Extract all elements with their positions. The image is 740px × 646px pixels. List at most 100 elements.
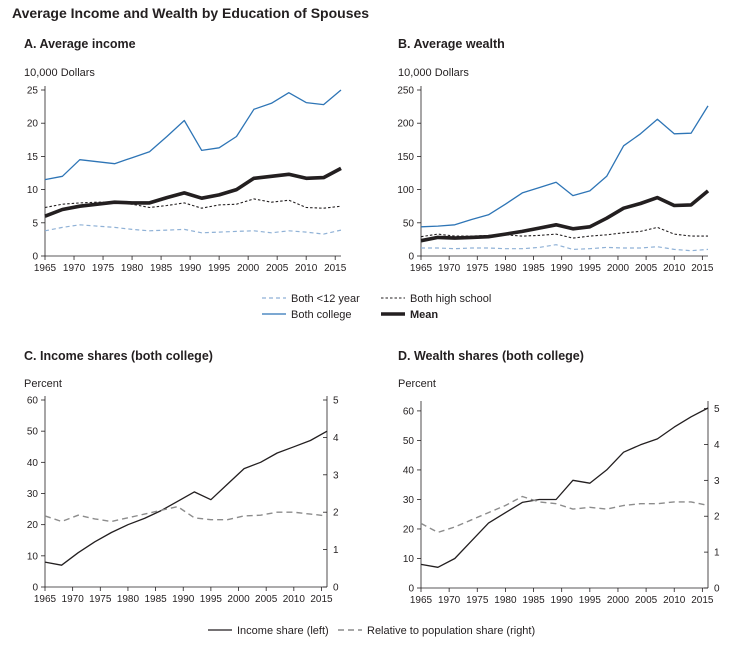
panel-d: D. Wealth shares (both college) Percent 0 1… [398, 349, 720, 606]
y-tick-label: 0 [32, 252, 38, 263]
x-tick-label: 2010 [663, 595, 686, 606]
figure-title: Average Income and Wealth by Education o… [12, 5, 369, 21]
panel-title: B. Average wealth [398, 37, 505, 51]
y-tick-label: 20 [27, 520, 39, 531]
panel-title: D. Wealth shares (both college) [398, 349, 584, 363]
y-tick-label: 150 [397, 152, 414, 163]
x-tick-label: 2005 [266, 263, 289, 274]
y-axis-label: Percent [24, 378, 62, 390]
series-line-share [44, 430, 328, 566]
y-right-tick-label: 0 [333, 583, 339, 594]
x-tick-label: 2005 [635, 263, 658, 274]
series-line-hs [44, 198, 342, 209]
panel-title: A. Average income [24, 37, 136, 51]
y-tick-label: 10 [27, 551, 39, 562]
x-tick-label: 1990 [551, 263, 574, 274]
y-tick-label: 30 [27, 489, 39, 500]
x-tick-label: 2015 [691, 263, 714, 274]
y-axis-label: 10,000 Dollars [398, 67, 469, 79]
x-tick-label: 2005 [255, 594, 278, 605]
y-right-tick-label: 4 [333, 433, 339, 444]
legend-label-relative: Relative to population share (right) [367, 625, 535, 637]
y-tick-label: 60 [27, 396, 39, 407]
legend-label-mean: Mean [410, 309, 438, 321]
x-tick-label: 1970 [438, 263, 461, 274]
x-tick-label: 1970 [62, 594, 85, 605]
x-tick-label: 2010 [295, 263, 318, 274]
y-tick-label: 20 [27, 119, 39, 130]
x-tick-label: 1995 [579, 263, 602, 274]
y-axis-label: Percent [398, 378, 436, 390]
x-tick-label: 2005 [635, 595, 658, 606]
series-line-mean [44, 166, 342, 218]
x-tick-label: 1980 [117, 594, 140, 605]
y-axis-label: 10,000 Dollars [24, 67, 95, 79]
x-tick-label: 2000 [607, 595, 630, 606]
x-tick-label: 1990 [551, 595, 574, 606]
y-tick-label: 10 [27, 185, 39, 196]
x-tick-label: 1965 [410, 263, 433, 274]
y-tick-label: 50 [27, 427, 39, 438]
series-line-less12 [421, 244, 709, 252]
legend-label-share: Income share (left) [237, 625, 329, 637]
y-right-tick-label: 4 [714, 440, 720, 451]
y-tick-label: 30 [403, 495, 415, 506]
x-tick-label: 2015 [324, 263, 347, 274]
x-tick-label: 1975 [466, 263, 489, 274]
x-tick-label: 1980 [494, 595, 517, 606]
y-right-tick-label: 1 [333, 545, 339, 556]
y-tick-label: 50 [403, 218, 415, 229]
legend-label-hs: Both high school [410, 293, 491, 305]
y-right-tick-label: 1 [714, 548, 720, 559]
legend-label-college: Both college [291, 309, 352, 321]
y-tick-label: 0 [408, 584, 414, 595]
legend-bottom: Income share (left) Relative to populatio… [208, 625, 535, 637]
series-line-hs [420, 226, 708, 239]
x-tick-label: 1975 [89, 594, 112, 605]
x-tick-label: 1985 [522, 595, 545, 606]
x-tick-label: 1990 [179, 263, 202, 274]
x-tick-label: 2000 [227, 594, 250, 605]
y-tick-label: 15 [27, 152, 39, 163]
y-right-tick-label: 3 [333, 470, 339, 481]
x-tick-label: 1975 [92, 263, 115, 274]
y-tick-label: 0 [408, 252, 414, 263]
panel-b: B. Average wealth 10,000 Dollars 0 50 100 150… [397, 37, 714, 274]
panel-title: C. Income shares (both college) [24, 349, 213, 363]
series-line-relative [44, 505, 328, 523]
x-tick-label: 2010 [283, 594, 306, 605]
x-tick-label: 1985 [522, 263, 545, 274]
panel-a: A. Average income 10,000 Dollars 0 5 10 15 20 2… [24, 37, 347, 274]
y-right-tick-label: 0 [714, 584, 720, 595]
x-tick-label: 1990 [172, 594, 195, 605]
x-tick-label: 1995 [200, 594, 223, 605]
y-tick-label: 25 [27, 86, 39, 97]
x-tick-label: 1995 [208, 263, 231, 274]
x-tick-label: 1985 [144, 594, 167, 605]
panel-c: C. Income shares (both college) Percent 0 1… [24, 349, 339, 605]
legend-top: Both <12 year Both high school Both colleg… [262, 293, 491, 321]
x-tick-label: 2000 [607, 263, 630, 274]
y-right-tick-label: 2 [714, 512, 720, 523]
series-line-mean [420, 189, 710, 243]
x-tick-label: 2015 [310, 594, 333, 605]
x-tick-label: 1995 [579, 595, 602, 606]
x-tick-label: 1980 [121, 263, 144, 274]
y-tick-label: 5 [32, 218, 38, 229]
x-tick-label: 2015 [691, 595, 714, 606]
y-tick-label: 20 [403, 524, 415, 535]
x-tick-label: 2000 [237, 263, 260, 274]
y-tick-label: 200 [397, 119, 414, 130]
x-tick-label: 1985 [150, 263, 173, 274]
y-tick-label: 40 [403, 465, 415, 476]
y-right-tick-label: 3 [714, 476, 720, 487]
x-tick-label: 1965 [34, 594, 57, 605]
y-tick-label: 40 [27, 458, 39, 469]
series-line-college [420, 105, 709, 228]
y-tick-label: 100 [397, 185, 414, 196]
legend-label-less12: Both <12 year [291, 293, 360, 305]
series-line-college [44, 89, 342, 181]
y-right-tick-label: 2 [333, 508, 339, 519]
